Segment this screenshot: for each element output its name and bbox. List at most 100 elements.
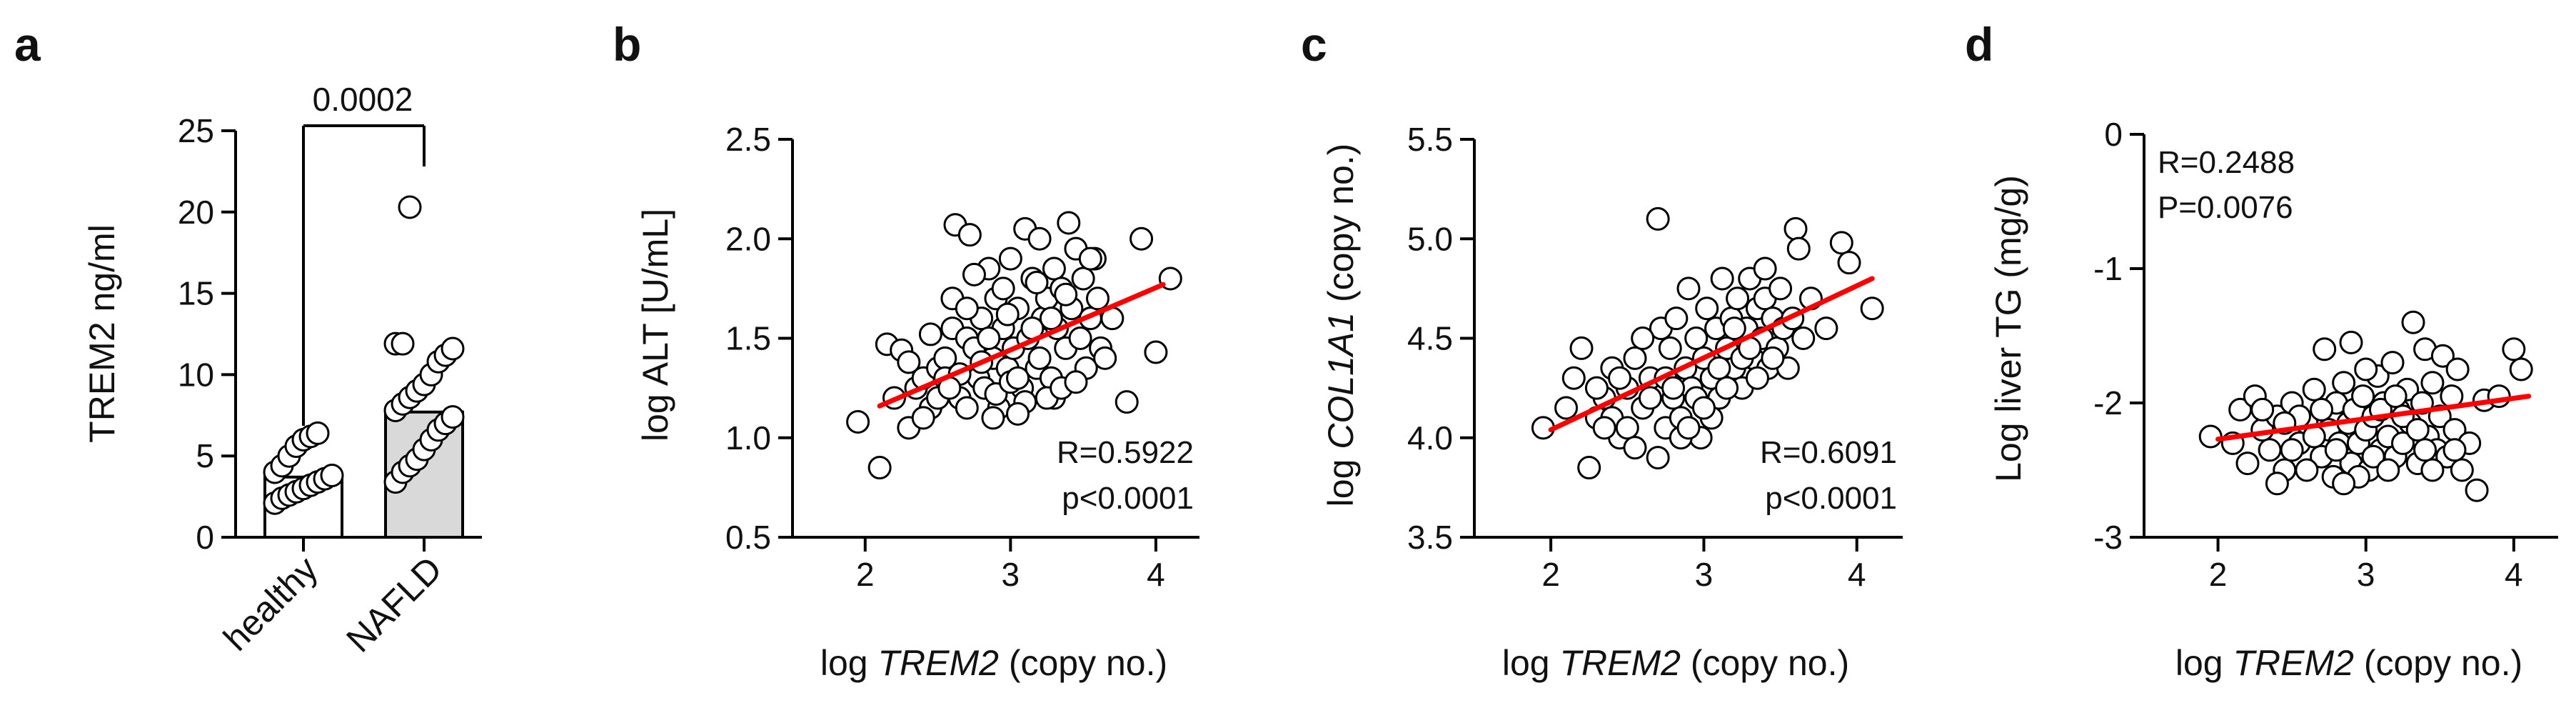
data-point: [1761, 346, 1785, 370]
data-point: [391, 331, 415, 356]
x-title-suffix: (copy no.): [999, 643, 1167, 683]
data-point: [306, 421, 330, 445]
x-tick-label: 2: [856, 556, 875, 593]
data-point: [998, 246, 1022, 271]
x-tick-label: 4: [1848, 556, 1866, 593]
data-point: [441, 405, 465, 429]
y-tick-label: 20: [178, 194, 214, 231]
data-point: [1006, 402, 1030, 426]
panel-letter-a: a: [14, 18, 41, 71]
data-point: [955, 296, 979, 321]
stat-p: P=0.0076: [2158, 190, 2293, 225]
x-tick-label: 3: [1002, 556, 1020, 593]
data-point: [1646, 206, 1670, 231]
y-axis-title: log ALT [U/mL]: [635, 209, 675, 442]
y-tick-label: 0: [2104, 116, 2123, 153]
y-tick-label: 1.0: [725, 419, 771, 457]
data-point: [2332, 371, 2356, 395]
data-point: [1745, 366, 1769, 390]
data-point: [1577, 456, 1601, 480]
data-point: [2405, 418, 2430, 442]
data-point: [1006, 366, 1030, 390]
regression-line: [2215, 394, 2532, 442]
data-point: [1814, 316, 1838, 341]
data-point: [1691, 396, 1716, 420]
y-tick-label: 15: [178, 275, 214, 312]
stat-r: R=0.6091: [1760, 435, 1897, 470]
data-point: [2413, 438, 2437, 462]
p-value-label: 0.0002: [313, 81, 413, 118]
data-point: [1086, 286, 1110, 311]
data-point: [2265, 472, 2289, 496]
data-point: [1592, 416, 1616, 440]
data-point: [995, 302, 1020, 326]
data-point: [1623, 346, 1647, 370]
data-point: [1042, 256, 1066, 281]
data-point: [1054, 282, 1078, 306]
data-point: [1115, 390, 1139, 414]
data-point: [2354, 357, 2378, 382]
data-point: [1676, 416, 1701, 440]
data-point: [1064, 370, 1088, 394]
data-point: [2313, 337, 2337, 361]
data-point: [2391, 431, 2415, 455]
data-point: [2361, 444, 2385, 469]
data-point: [1561, 366, 1586, 390]
data-point: [2295, 458, 2319, 482]
data-point: [1078, 246, 1102, 271]
data-point: [1027, 226, 1052, 251]
stat-r: R=0.2488: [2158, 145, 2295, 180]
data-point: [2198, 424, 2223, 449]
data-point: [2376, 458, 2400, 482]
panel-d: d -3 -2 -1 0 2 3 4 Log liver TG (mg/g) log TRE…: [1965, 18, 2558, 683]
y-title-gene: COL1A1: [1321, 312, 1361, 449]
panel-letter-b: b: [613, 18, 641, 71]
data-point: [2509, 357, 2533, 382]
x-axis-title: log TREM2 (copy no.): [820, 643, 1167, 683]
data-point: [1829, 231, 1853, 255]
y-title-suffix: (copy no.): [1321, 144, 1361, 312]
data-point: [2450, 458, 2474, 482]
data-point: [2383, 384, 2408, 409]
x-title-gene: TREM2: [2233, 643, 2354, 683]
data-point: [1722, 316, 1746, 341]
data-point: [981, 406, 1005, 430]
y-tick-label: -1: [2093, 250, 2123, 287]
regression-line: [877, 281, 1166, 409]
data-point: [1726, 286, 1750, 311]
data-point: [1584, 376, 1609, 400]
data-point: [911, 406, 935, 430]
data-point: [2502, 337, 2526, 361]
data-point: [1144, 340, 1168, 364]
data-point: [1658, 336, 1682, 360]
x-title-gene: TREM2: [877, 643, 999, 683]
x-title-prefix: log: [1502, 643, 1560, 683]
x-axis-title: log TREM2 (copy no.): [2175, 643, 2522, 683]
regression-line: [1548, 276, 1875, 433]
x-title-gene: TREM2: [1559, 643, 1681, 683]
y-tick-label: 25: [178, 112, 214, 149]
data-point: [441, 336, 465, 361]
x-tick-label: 2: [1541, 556, 1560, 593]
data-point: [2380, 351, 2405, 375]
data-point: [846, 409, 870, 434]
data-point: [1638, 386, 1662, 410]
data-point: [957, 223, 982, 247]
panel-c: c 3.5 4.0 4.5 5.0 5.5 2 3 4 log COL1A1 (copy no…: [1301, 18, 1903, 683]
data-point: [1027, 346, 1052, 370]
data-point: [1710, 266, 1734, 291]
data-point: [1664, 306, 1689, 331]
data-point: [962, 262, 986, 286]
x-tick-label: 4: [2505, 556, 2523, 593]
y-tick-label: 5: [196, 437, 214, 474]
data-point: [2250, 397, 2275, 422]
y-title-prefix: log: [1321, 449, 1361, 507]
stat-p: p<0.0001: [1765, 481, 1897, 516]
x-axis-title: log TREM2 (copy no.): [1502, 643, 1849, 683]
x-tick-label: 3: [1695, 556, 1714, 593]
y-axis-title: Log liver TG (mg/g): [1988, 175, 2028, 482]
x-category-healthy: healthy: [216, 549, 326, 659]
data-point: [1791, 326, 1816, 350]
data-point: [1615, 416, 1639, 440]
